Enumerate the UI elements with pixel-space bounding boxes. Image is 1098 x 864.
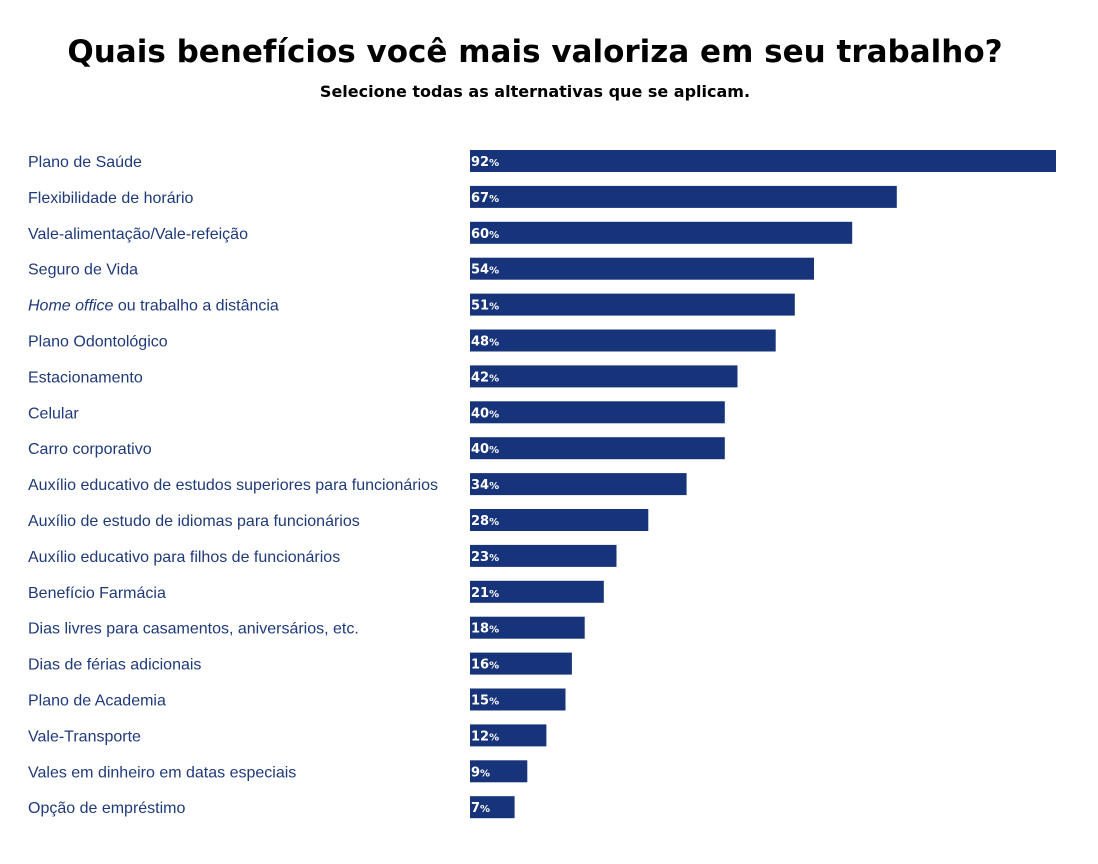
bar-value-label: 16%	[471, 658, 499, 673]
bar-value-label: 12%	[471, 729, 499, 744]
category-label: Plano Odontológico	[28, 334, 168, 351]
bar	[470, 760, 528, 783]
category-label: Auxílio de estudo de idiomas para funcio…	[28, 513, 360, 530]
category-label: Vales em dinheiro em datas especiais	[28, 764, 296, 781]
category-label: Benefício Farmácia	[28, 585, 166, 602]
bar-value-label: 9%	[471, 765, 490, 780]
bar	[470, 688, 566, 711]
bar	[470, 150, 1056, 172]
bar	[470, 544, 617, 567]
chart-subtitle: Selecione todas as alternativas que se a…	[319, 82, 751, 101]
bar-value-label: 40%	[471, 442, 499, 457]
bar	[470, 329, 776, 352]
bar-value-label: 7%	[471, 801, 490, 816]
category-label: Estacionamento	[28, 369, 143, 386]
bar	[470, 365, 738, 388]
bar	[470, 185, 897, 208]
bar	[470, 401, 725, 424]
category-label: Plano de Academia	[28, 693, 166, 710]
bar-value-label: 34%	[471, 478, 499, 493]
category-label: Vale-Transporte	[28, 728, 141, 745]
bar-value-label: 40%	[471, 406, 499, 421]
chart-title: Quais benefícios você mais valoriza em s…	[67, 34, 1003, 70]
bar	[470, 257, 814, 280]
category-label: Vale-alimentação/Vale-refeição	[28, 226, 248, 243]
bar-value-label: 67%	[471, 191, 499, 206]
category-label: Carro corporativo	[28, 441, 152, 458]
bar	[470, 616, 585, 639]
category-label: Flexibilidade de horário	[28, 190, 194, 207]
category-label: Home office ou trabalho a distância	[28, 298, 279, 315]
bar	[470, 293, 795, 316]
bar	[470, 724, 547, 747]
bar	[470, 473, 687, 496]
category-label: Celular	[28, 405, 79, 422]
bar	[470, 652, 572, 675]
bar	[470, 221, 853, 244]
bar-value-label: 48%	[471, 335, 499, 350]
category-label: Opção de empréstimo	[28, 800, 186, 817]
bar-value-label: 15%	[471, 694, 499, 709]
bar	[470, 437, 725, 460]
bar-value-label: 92%	[471, 155, 499, 170]
bar-value-label: 18%	[471, 622, 499, 637]
bar-value-label: 51%	[471, 299, 499, 314]
bar-value-label: 60%	[471, 227, 499, 242]
bar-value-label: 21%	[471, 586, 499, 601]
category-label: Dias de férias adicionais	[28, 657, 201, 674]
category-label: Auxílio educativo para filhos de funcion…	[28, 549, 340, 566]
bar-value-label: 42%	[471, 370, 499, 385]
bar	[470, 580, 604, 603]
category-label: Dias livres para casamentos, aniversário…	[28, 621, 359, 638]
bar-value-label: 28%	[471, 514, 499, 529]
bar	[470, 509, 649, 531]
category-label: Plano de Saúde	[28, 154, 142, 171]
category-label: Seguro de Vida	[28, 262, 138, 279]
bar-value-label: 54%	[471, 263, 499, 278]
bar	[470, 796, 515, 819]
bar-value-label: 23%	[471, 550, 499, 565]
category-label: Auxílio educativo de estudos superiores …	[28, 477, 438, 494]
